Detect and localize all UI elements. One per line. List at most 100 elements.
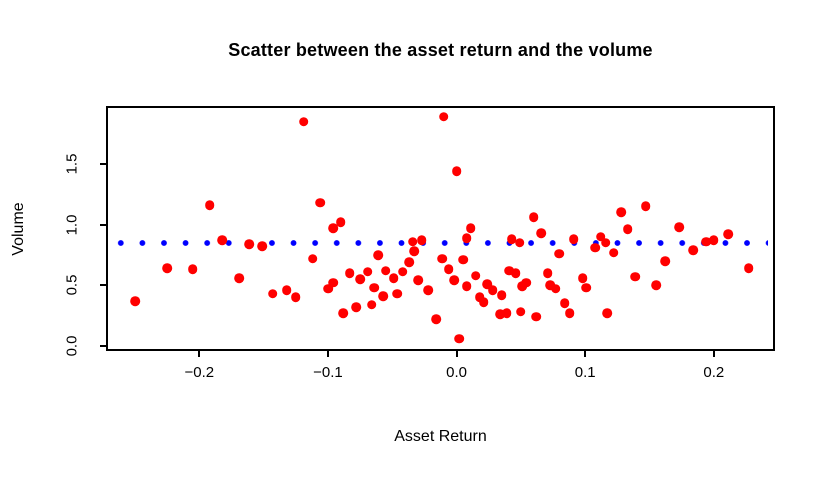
y-tick-mark xyxy=(100,163,108,165)
plot-area: Volume −0.2 −0.1 0.0 0.1 0.2 0.0 0.5 1.0 1.5 xyxy=(10,106,775,381)
data-point xyxy=(217,235,228,246)
data-point xyxy=(458,254,468,265)
data-point xyxy=(281,285,292,295)
data-point xyxy=(608,247,619,258)
reference-line xyxy=(110,239,768,246)
data-point xyxy=(409,246,419,257)
data-point xyxy=(487,285,498,295)
data-point xyxy=(622,224,633,235)
x-tick-mark xyxy=(198,349,201,357)
data-point xyxy=(660,256,670,266)
data-point xyxy=(510,268,521,278)
data-point xyxy=(388,273,399,283)
data-point xyxy=(404,257,414,267)
y-tick-mark xyxy=(100,344,108,347)
data-point xyxy=(431,314,441,324)
data-point xyxy=(290,292,301,303)
data-point xyxy=(545,280,556,291)
data-point xyxy=(437,253,448,264)
chart-title: Scatter between the asset return and the… xyxy=(228,40,653,60)
data-point xyxy=(315,198,326,208)
y-tick-label: 0.0 xyxy=(63,335,81,357)
data-point xyxy=(651,280,661,291)
data-point xyxy=(369,282,380,293)
x-tick-label: 0.2 xyxy=(703,364,725,381)
data-point xyxy=(471,270,481,281)
data-point xyxy=(514,238,525,248)
data-point xyxy=(397,267,408,277)
data-point xyxy=(298,116,309,127)
data-point xyxy=(204,200,215,211)
data-point xyxy=(536,228,547,238)
data-point xyxy=(438,111,449,122)
data-point xyxy=(338,308,349,318)
data-point xyxy=(454,333,464,344)
data-point xyxy=(640,201,651,212)
data-point xyxy=(504,265,515,276)
data-point xyxy=(381,265,391,276)
x-tick-mark xyxy=(584,349,587,357)
y-tick-mark xyxy=(100,284,108,287)
data-point xyxy=(336,217,346,227)
data-point xyxy=(577,273,588,283)
data-point xyxy=(257,241,268,252)
data-point xyxy=(568,234,579,244)
x-tick-label: 0.1 xyxy=(574,364,596,381)
data-point xyxy=(507,234,517,244)
data-point xyxy=(478,297,489,307)
data-point xyxy=(600,238,611,248)
data-point xyxy=(723,229,733,240)
data-point xyxy=(355,274,365,284)
data-point xyxy=(345,268,355,278)
data-point xyxy=(496,290,507,300)
data-point xyxy=(366,299,377,310)
data-point xyxy=(328,223,338,234)
data-point xyxy=(550,284,561,294)
y-tick-label: 1.5 xyxy=(63,153,81,175)
data-point xyxy=(688,245,699,255)
x-tick-label: 0.0 xyxy=(446,364,468,381)
data-point xyxy=(462,281,472,292)
data-point xyxy=(630,271,641,282)
y-tick-label: 0.5 xyxy=(63,274,81,296)
data-point xyxy=(531,311,542,322)
x-tick-label: −0.2 xyxy=(184,364,215,381)
data-point xyxy=(701,236,711,247)
data-point xyxy=(581,282,592,293)
x-axis-label: Asset Return xyxy=(394,428,487,445)
data-point xyxy=(444,264,454,275)
data-point xyxy=(482,279,493,289)
data-point xyxy=(267,288,278,299)
data-point xyxy=(674,222,684,232)
data-point xyxy=(462,233,472,243)
x-tick-mark xyxy=(326,349,329,357)
data-point xyxy=(501,308,512,318)
data-point xyxy=(528,212,539,223)
data-point xyxy=(392,288,403,299)
data-point xyxy=(554,248,565,259)
data-point xyxy=(709,235,719,246)
data-point xyxy=(323,284,333,294)
x-tick-mark xyxy=(455,349,458,357)
data-point xyxy=(162,263,172,274)
data-point xyxy=(363,267,373,277)
data-point xyxy=(130,296,140,306)
data-point xyxy=(328,278,338,288)
data-point xyxy=(595,231,606,242)
data-point xyxy=(413,275,423,286)
y-tick-label: 1.0 xyxy=(63,214,81,236)
data-point xyxy=(373,250,383,260)
data-point xyxy=(417,235,427,246)
data-point xyxy=(602,308,612,318)
y-tick-mark xyxy=(100,223,108,226)
data-point xyxy=(188,264,198,275)
data-point xyxy=(559,298,570,309)
data-point xyxy=(590,242,601,253)
y-axis-label: Volume xyxy=(10,201,27,256)
x-tick-label: −0.1 xyxy=(313,364,343,381)
data-point xyxy=(516,307,526,317)
data-point xyxy=(378,291,389,301)
data-point xyxy=(495,309,506,320)
data-point xyxy=(234,273,244,283)
